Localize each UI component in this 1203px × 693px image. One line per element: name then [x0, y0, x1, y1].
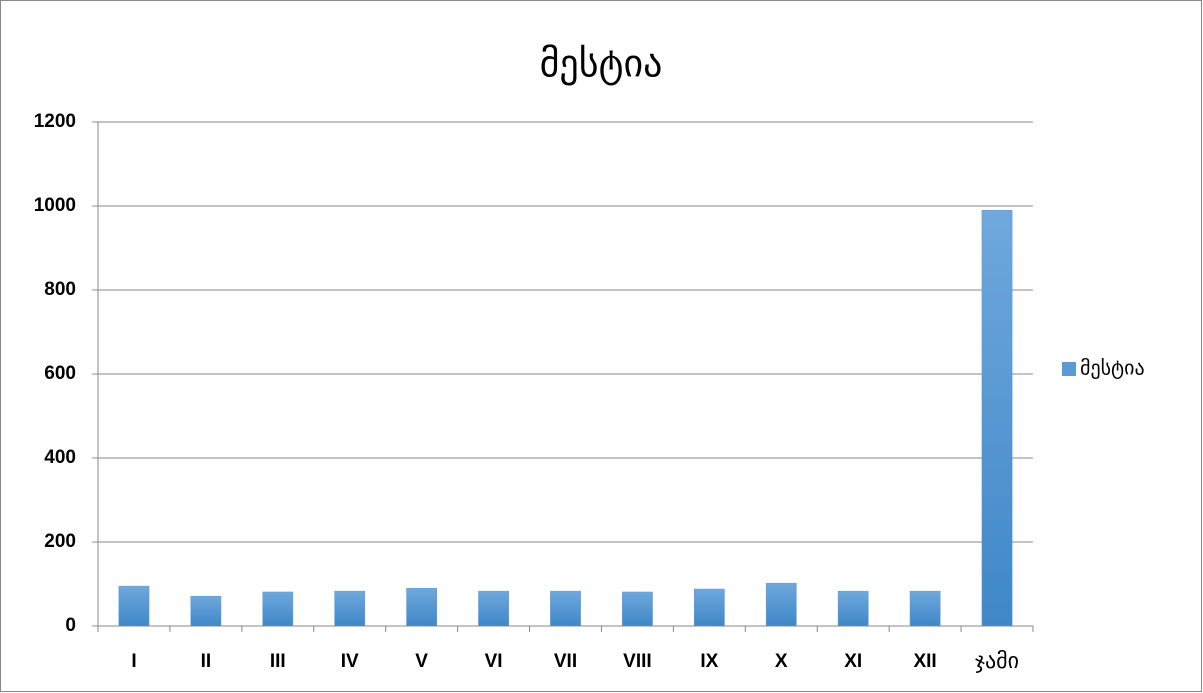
- chart-title: მესტია: [540, 42, 663, 86]
- y-tick-label: 800: [44, 279, 76, 300]
- bar: [118, 585, 150, 627]
- x-tick-label: VIII: [623, 651, 652, 672]
- bar: [909, 590, 941, 627]
- legend-label: მესტია: [1080, 356, 1145, 380]
- legend-swatch: [1062, 362, 1076, 376]
- y-tick-label: 200: [44, 531, 76, 552]
- x-tick-label: IV: [341, 651, 359, 672]
- y-tick-label: 1000: [34, 195, 76, 216]
- bar: [622, 591, 653, 627]
- x-tick-label: IX: [700, 651, 718, 672]
- bar: [837, 590, 869, 627]
- bar: [406, 587, 438, 627]
- bar: [334, 590, 366, 627]
- x-tick-label: XI: [844, 651, 862, 672]
- x-tick-label: VI: [485, 651, 503, 672]
- bar: [190, 595, 222, 627]
- y-tick-label: 1200: [34, 111, 76, 132]
- x-tick-label: I: [131, 651, 136, 672]
- x-tick-label: VII: [554, 651, 577, 672]
- x-tick-label: II: [201, 651, 212, 672]
- y-tick-label: 400: [44, 447, 76, 468]
- x-tick-label: III: [270, 651, 286, 672]
- x-tick-label: V: [415, 651, 428, 672]
- bar: [765, 582, 797, 627]
- bar: [478, 590, 509, 627]
- bar: [981, 209, 1013, 627]
- bar: [550, 590, 581, 627]
- bar: [262, 591, 294, 627]
- x-tick-label: ჯამი: [975, 649, 1019, 674]
- y-tick-label: 0: [65, 615, 76, 636]
- bar: [693, 588, 725, 627]
- x-tick-label: X: [775, 651, 788, 672]
- x-tick-label: XII: [913, 651, 936, 672]
- y-tick-label: 600: [44, 363, 76, 384]
